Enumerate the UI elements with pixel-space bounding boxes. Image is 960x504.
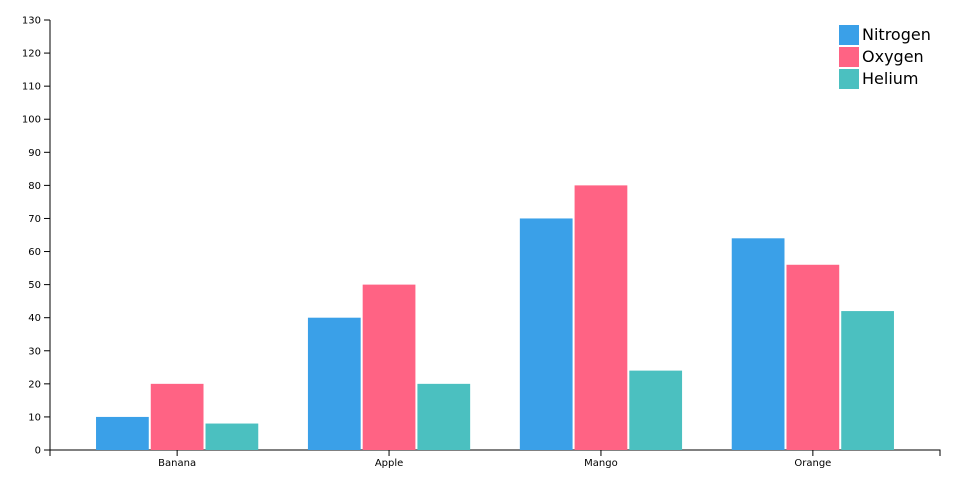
y-tick-label: 50 xyxy=(28,280,41,291)
bar xyxy=(205,423,259,450)
legend-swatch xyxy=(839,69,859,89)
bar xyxy=(96,416,149,450)
y-tick-label: 0 xyxy=(35,446,41,457)
y-tick-label: 110 xyxy=(22,82,41,93)
x-axis xyxy=(49,449,941,456)
legend-swatch xyxy=(839,25,859,45)
x-tick-label: Orange xyxy=(794,458,831,469)
y-tick-label: 80 xyxy=(28,181,41,192)
x-tick-label: Mango xyxy=(584,458,618,469)
y-tick-label: 60 xyxy=(28,247,41,258)
bar xyxy=(629,370,683,450)
x-tick-label: Apple xyxy=(375,458,403,469)
legend-text: Oxygen xyxy=(862,47,924,66)
y-tick-label: 130 xyxy=(22,16,41,27)
y-tick-label: 90 xyxy=(28,148,41,159)
y-tick-label: 100 xyxy=(22,115,41,126)
legend-text: Helium xyxy=(862,69,919,88)
bar xyxy=(417,383,471,450)
bar xyxy=(574,185,628,450)
y-tick-label: 120 xyxy=(22,49,41,60)
bar xyxy=(150,383,204,450)
bar xyxy=(362,284,416,450)
bar xyxy=(307,317,361,450)
y-tick-label: 70 xyxy=(28,214,41,225)
legend-text: Nitrogen xyxy=(862,25,931,44)
bar xyxy=(519,218,573,450)
y-tick-label: 10 xyxy=(28,412,41,423)
y-tick-label: 40 xyxy=(28,313,41,324)
bar xyxy=(786,264,840,450)
bar xyxy=(731,238,785,450)
y-tick-label: 30 xyxy=(28,346,41,357)
y-tick-label: 20 xyxy=(28,379,41,390)
legend-swatch xyxy=(839,47,859,67)
x-tick-label: Banana xyxy=(158,458,196,469)
bar xyxy=(841,311,894,450)
